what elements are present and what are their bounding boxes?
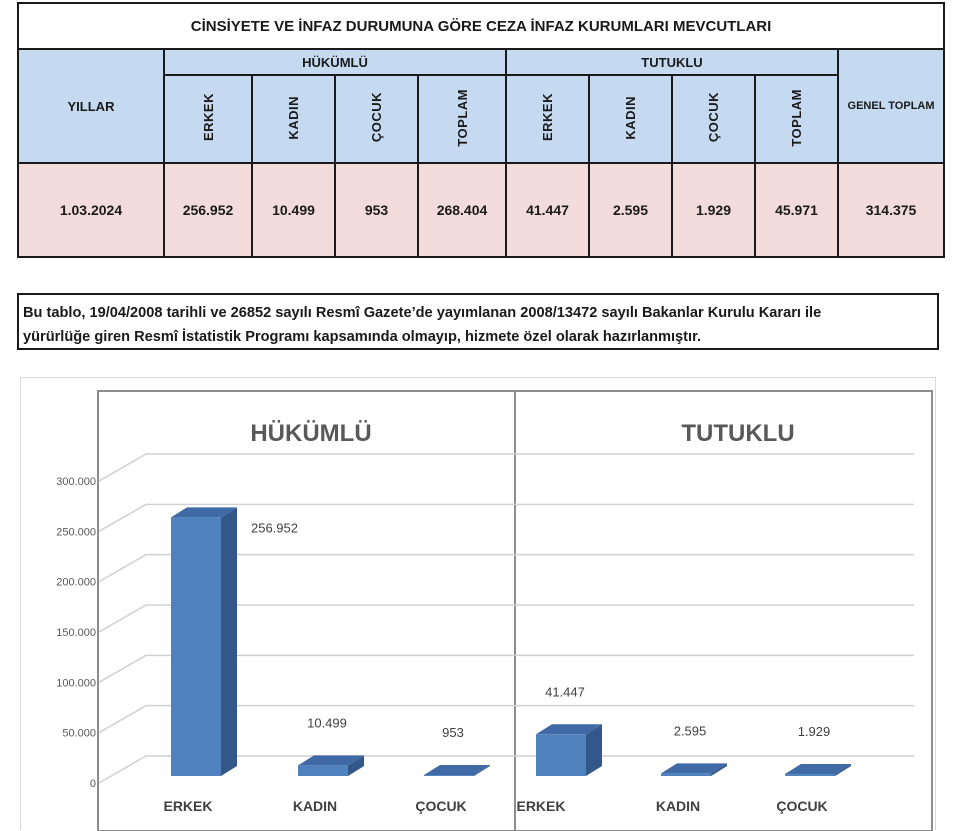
bar-top	[171, 507, 237, 518]
bar-side	[348, 755, 364, 776]
stat-table: CİNSİYETE VE İNFAZ DURUMUNA GÖRE CEZA İN…	[16, 2, 946, 258]
col-header-label: KADIN	[286, 95, 301, 140]
bar	[424, 775, 474, 776]
y-tick-label: 200.000	[56, 577, 96, 589]
category-label: ÇOCUK	[776, 798, 827, 814]
bar-side	[474, 765, 490, 776]
bar	[298, 765, 348, 776]
grid-diagonal	[98, 654, 147, 683]
value-label: 256.952	[251, 520, 298, 535]
bar	[661, 773, 711, 776]
genel-toplam-header: GENEL TOPLAM	[836, 48, 946, 164]
grid-diagonal	[98, 705, 147, 734]
bar	[536, 734, 586, 776]
col-header-label: TOPLAM	[789, 88, 804, 147]
col-header: KADIN	[588, 74, 673, 164]
value-label: 41.447	[545, 684, 585, 699]
y-tick-label: 250.000	[56, 526, 96, 538]
y-tick-label: 300.000	[56, 476, 96, 488]
col-header: ÇOCUK	[671, 74, 756, 164]
table-cell: 1.929	[671, 162, 756, 258]
grid-diagonal	[98, 503, 147, 532]
col-header-label: ÇOCUK	[706, 92, 721, 143]
y-tick-label: 100.000	[56, 677, 96, 689]
y-tick-label: 50.000	[62, 728, 96, 740]
bar-top	[661, 763, 727, 774]
note-box: Bu tablo, 19/04/2008 tarihli ve 26852 sa…	[17, 293, 939, 350]
grid-diagonal	[98, 755, 147, 784]
grid-diagonal	[98, 604, 147, 633]
bar	[171, 517, 221, 776]
category-label: KADIN	[656, 798, 700, 814]
years-header: YILLAR	[17, 48, 165, 164]
col-header: TOPLAM	[754, 74, 839, 164]
category-label: ERKEK	[516, 798, 565, 814]
table-cell: 256.952	[163, 162, 253, 258]
y-tick-label: 0	[90, 778, 96, 790]
category-label: KADIN	[293, 798, 337, 814]
col-header: KADIN	[251, 74, 336, 164]
bar-top	[424, 765, 490, 776]
bar-side	[221, 507, 237, 776]
table-cell: 2.595	[588, 162, 673, 258]
grid-diagonal	[98, 453, 147, 482]
panel-title: HÜKÜMLÜ	[250, 420, 371, 447]
note-line-2: yürürlüğe giren Resmî İstatistik Program…	[23, 329, 702, 345]
col-header-label: ERKEK	[540, 93, 555, 142]
genel-toplam-cell: 314.375	[836, 162, 946, 258]
bar-top	[298, 755, 364, 766]
col-header-label: TOPLAM	[454, 88, 470, 147]
value-label: 2.595	[674, 723, 707, 738]
value-label: 10.499	[307, 715, 347, 730]
chart-frame: 0 50.000 100.000 150.000 200.000 250.000 300.0…	[20, 377, 936, 831]
col-header: ÇOCUK	[334, 74, 419, 164]
tutuklu-header: TUTUKLU	[505, 48, 839, 76]
table-cell: 268.404	[417, 162, 507, 258]
col-header: TOPLAM	[417, 74, 507, 164]
category-label: ERKEK	[163, 798, 212, 814]
bar-side	[835, 764, 851, 776]
bar-side	[711, 763, 727, 776]
table-cell: 45.971	[754, 162, 839, 258]
col-header: ERKEK	[505, 74, 590, 164]
note-line-1: Bu tablo, 19/04/2008 tarihli ve 26852 sa…	[23, 305, 822, 321]
table-cell: 10.499	[251, 162, 336, 258]
bar-chart: 0 50.000 100.000 150.000 200.000 250.000 300.0…	[56, 390, 933, 831]
bar-side	[586, 724, 602, 776]
value-label: 953	[442, 725, 464, 740]
y-tick-label: 150.000	[56, 627, 96, 639]
bar-top	[785, 764, 851, 775]
table-cell: 41.447	[505, 162, 590, 258]
col-header-label: KADIN	[623, 95, 638, 140]
panel-title: TUTUKLU	[681, 420, 794, 447]
bar-top	[536, 724, 602, 735]
table-cell: 953	[334, 162, 419, 258]
table-title: CİNSİYETE VE İNFAZ DURUMUNA GÖRE CEZA İN…	[16, 2, 946, 50]
hukumlu-header: HÜKÜMLÜ	[163, 48, 507, 76]
bar	[785, 774, 835, 776]
value-label: 1.929	[798, 724, 831, 739]
col-header-label: ERKEK	[200, 93, 216, 142]
col-header: ERKEK	[163, 74, 253, 164]
col-header-label: ÇOCUK	[369, 92, 384, 143]
row-date: 1.03.2024	[17, 162, 165, 258]
category-label: ÇOCUK	[415, 798, 466, 814]
grid-diagonal	[98, 554, 147, 583]
